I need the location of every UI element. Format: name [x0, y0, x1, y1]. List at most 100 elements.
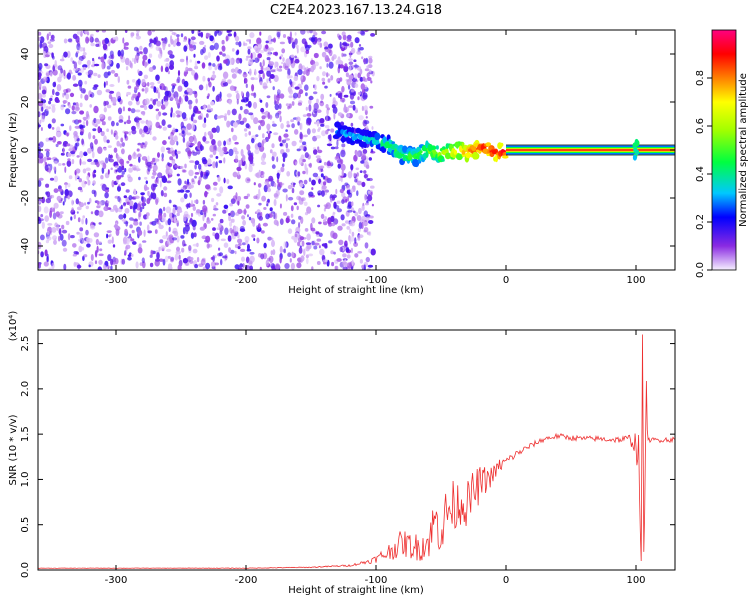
spectrogram-noise-cell — [259, 99, 263, 103]
spectrogram-noise-cell — [219, 186, 224, 194]
spectrogram-noise-cell — [235, 50, 239, 56]
spectrogram-noise-cell — [298, 247, 303, 254]
spectrogram-noise-cell — [159, 239, 164, 244]
spectrogram-noise-cell — [321, 190, 325, 197]
spectrogram-noise-cell — [363, 174, 368, 179]
spectrogram-noise-cell — [246, 144, 251, 151]
spectrogram-noise-cell — [129, 205, 133, 210]
spectrogram-noise-cell — [227, 235, 232, 242]
spectrogram-noise-cell — [353, 242, 358, 247]
spectrogram-noise-cell — [107, 239, 113, 244]
spectrogram-noise-cell — [138, 156, 141, 163]
spectrogram-noise-cell — [228, 99, 232, 105]
spectrogram-noise-cell — [266, 78, 269, 84]
spectrogram-noise-cell — [124, 30, 128, 33]
spectrogram-noise-cell — [306, 206, 312, 214]
spectrogram-noise-cell — [96, 241, 102, 244]
spectrogram-noise-cell — [239, 225, 245, 233]
spectrogram-noise-cell — [273, 219, 279, 226]
spectrogram-noise-cell — [162, 140, 167, 146]
spectrogram-noise-cell — [88, 264, 91, 268]
spectrogram-noise-cell — [86, 59, 91, 66]
spectrogram-noise-cell — [157, 152, 160, 158]
spectrogram-noise-cell — [320, 93, 325, 101]
spectrogram-noise-cell — [44, 63, 49, 67]
spectrogram-noise-cell — [111, 180, 115, 188]
spectrogram-noise-cell — [83, 151, 88, 157]
spectrogram-noise-cell — [241, 242, 246, 246]
spectrogram-noise-cell — [245, 103, 250, 107]
spectrogram-noise-cell — [335, 92, 338, 96]
spectrogram-noise-cell — [162, 112, 168, 116]
spectrogram-noise-cell — [346, 79, 352, 86]
spectrogram-noise-cell — [172, 85, 176, 89]
spectrogram-noise-cell — [87, 69, 94, 76]
spectrogram-noise-cell — [265, 44, 269, 50]
spectrogram-noise-cell — [308, 95, 314, 101]
spectrogram-noise-cell — [314, 242, 320, 246]
spectrogram-noise-cell — [153, 86, 157, 93]
spectrogram-noise-cell — [79, 110, 85, 115]
spectrogram-noise-cell — [124, 252, 127, 256]
spectrogram-noise-cell — [226, 120, 231, 128]
spectrogram-noise-cell — [171, 237, 178, 241]
spectrogram-noise-cell — [328, 240, 333, 244]
spectrogram-noise-cell — [207, 93, 210, 97]
spectrogram-noise-cell — [251, 234, 256, 238]
spectrogram-noise-cell — [328, 43, 333, 49]
spectrogram-noise-cell — [253, 182, 256, 186]
spectrogram-noise-cell — [267, 187, 272, 193]
spectrogram-noise-cell — [84, 80, 88, 85]
spectrogram-noise-cell — [364, 68, 370, 72]
spectrogram-noise-cell — [103, 81, 106, 88]
spectrogram-noise-cell — [316, 120, 320, 127]
spectrogram-noise-cell — [236, 98, 239, 105]
spectrogram-noise-cell — [105, 80, 108, 86]
spectrogram-noise-cell — [340, 98, 346, 103]
spectrogram-noise-cell — [350, 122, 354, 127]
spectrogram-noise-cell — [315, 135, 321, 139]
spectrogram-noise-cell — [150, 98, 153, 102]
spectrogram-noise-cell — [370, 185, 375, 189]
spectrogram-noise-cell — [211, 197, 215, 203]
spectrogram-noise-cell — [92, 151, 95, 159]
spectrogram-noise-cell — [279, 115, 282, 123]
spectrogram-noise-cell — [204, 55, 209, 60]
spectrogram-noise-cell — [260, 154, 266, 162]
spectrogram-noise-cell — [276, 31, 281, 38]
spectrogram-noise-cell — [38, 262, 41, 267]
spectrogram-noise-cell — [227, 33, 232, 37]
spectrogram-noise-cell — [169, 212, 173, 219]
spectrogram-noise-cell — [39, 41, 43, 49]
spectrogram-noise-cell — [188, 104, 192, 110]
spectrogram-noise-cell — [341, 31, 346, 36]
spectrogram-noise-cell — [306, 233, 311, 241]
spectrogram-noise-cell — [319, 160, 322, 163]
spectrogram-noise-cell — [252, 101, 258, 109]
spectrogram-noise-cell — [49, 97, 53, 102]
spectrogram-noise-cell — [106, 128, 109, 132]
spectrogram-noise-cell — [286, 74, 290, 79]
spectrogram-noise-cell — [220, 258, 223, 266]
spectrogram-noise-cell — [305, 44, 310, 51]
spectrogram-noise-cell — [108, 55, 114, 59]
spectrogram-noise-cell — [369, 69, 372, 73]
spectrogram-noise-cell — [248, 216, 252, 221]
spectrogram-noise-cell — [85, 110, 89, 119]
spectrogram-noise-cell — [331, 56, 335, 62]
spectrogram-noise-cell — [271, 155, 275, 162]
spectrogram-noise-cell — [133, 46, 139, 52]
spectrogram-noise-cell — [227, 185, 233, 190]
spectrogram-noise-cell — [312, 172, 319, 178]
spectrogram-noise-cell — [342, 261, 346, 265]
spectrogram-noise-cell — [148, 53, 153, 58]
spectrogram-noise-cell — [258, 190, 261, 198]
spectrogram-noise-cell — [79, 202, 85, 207]
spectrogram-noise-cell — [328, 61, 334, 69]
spectrogram-signal-cell — [634, 138, 639, 145]
spectrogram-noise-cell — [291, 235, 296, 240]
spectrogram-noise-cell — [62, 92, 65, 98]
spectrogram-noise-cell — [139, 221, 142, 226]
spectrogram-noise-cell — [120, 137, 124, 143]
spectrogram-noise-cell — [128, 131, 132, 136]
